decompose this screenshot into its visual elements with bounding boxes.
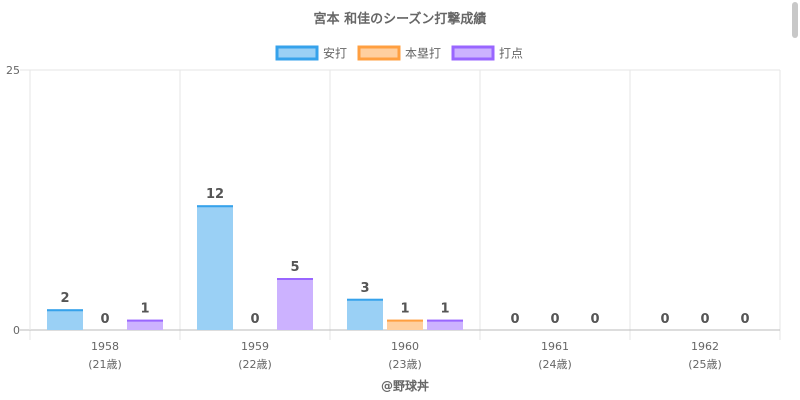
legend-label-1: 本塁打 [405,47,441,61]
legend-swatch-1 [357,45,401,61]
legend[interactable]: 安打 本塁打 打点 [275,45,523,61]
legend-label-0: 安打 [323,46,347,61]
legend-swatch-0 [275,45,319,61]
data-label-1962-1: 0 [700,312,709,327]
bar-1958-0[interactable] [47,309,83,330]
legend-swatch-2 [451,45,495,61]
data-label-1959-1: 0 [250,312,259,327]
x-tick-sublabel-2: (23歳) [388,358,422,371]
data-label-1958-1: 0 [100,312,109,327]
data-label-1960-1: 1 [400,302,409,317]
data-label-1959-2: 5 [290,260,299,275]
x-tick-label-4: 1962 [691,340,719,353]
y-tick-label-0: 0 [13,324,20,337]
data-label-1962-0: 0 [660,312,669,327]
data-label-1958-2: 1 [140,302,149,317]
chart-title: 宮本 和佳のシーズン打撃成績 [314,11,487,27]
legend-label-2: 打点 [499,47,523,61]
scrollbar[interactable] [792,2,798,38]
bar-1958-2[interactable] [127,319,163,330]
bar-1959-2[interactable] [277,278,313,330]
y-tick-label-1: 25 [6,64,20,77]
bar-1959-0[interactable] [197,205,233,330]
x-tick-label-0: 1958 [91,340,119,353]
data-label-1959-0: 12 [206,187,224,202]
data-labels: 2 0 1 12 0 5 3 1 1 0 0 0 0 0 0 [60,187,749,327]
x-tick-sublabel-0: (21歳) [88,358,122,371]
x-tick-labels: 1958 (21歳) 1959 (22歳) 1960 (23歳) 1961 (24歳) 1962… [88,340,722,371]
bar-1960-2[interactable] [427,319,463,330]
grid-lines [20,69,781,340]
bar-1960-0[interactable] [347,298,383,330]
legend-item-2[interactable]: 打点 [451,45,523,61]
data-label-1961-1: 0 [550,312,559,327]
legend-item-1[interactable]: 本塁打 [357,45,441,61]
data-label-1960-0: 3 [360,281,369,296]
axes [20,70,780,331]
x-tick-sublabel-1: (22歳) [238,358,272,371]
bars[interactable] [47,205,463,330]
data-label-1960-2: 1 [440,302,449,317]
x-tick-sublabel-3: (24歳) [538,358,572,371]
legend-item-0[interactable]: 安打 [275,45,347,61]
x-tick-label-1: 1959 [241,340,269,353]
x-tick-label-2: 1960 [391,340,419,353]
bar-1960-1[interactable] [387,319,423,330]
x-axis-label: @野球丼 [381,378,429,393]
y-tick-labels: 0 25 [6,64,20,337]
data-label-1958-0: 2 [60,291,69,306]
data-label-1961-0: 0 [510,312,519,327]
x-tick-sublabel-4: (25歳) [688,358,722,371]
data-label-1962-2: 0 [740,312,749,327]
x-tick-label-3: 1961 [541,340,569,353]
data-label-1961-2: 0 [590,312,599,327]
